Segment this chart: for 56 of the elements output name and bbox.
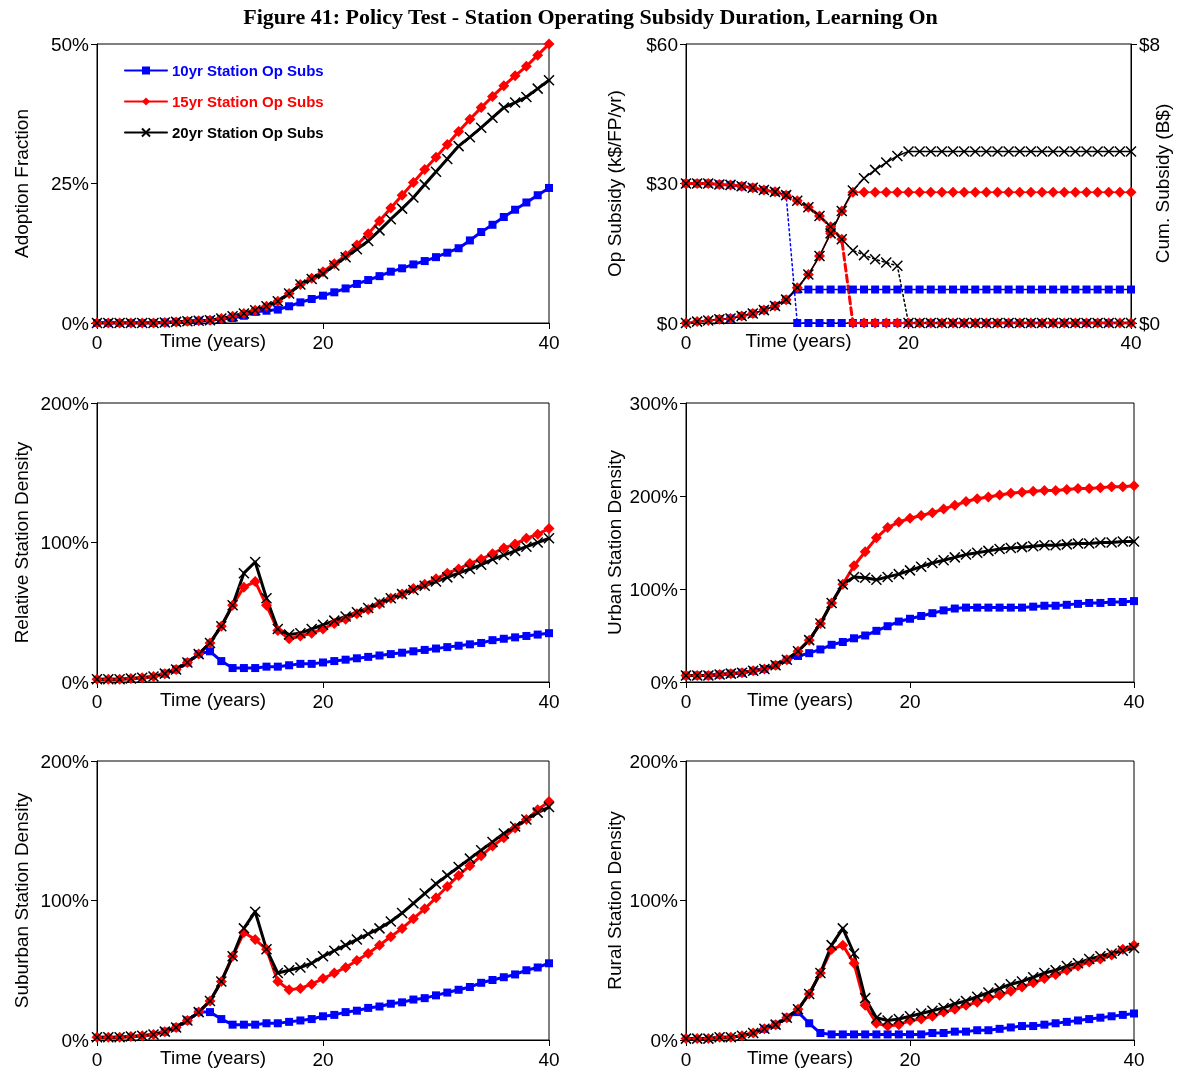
y-tick-label: $60 (646, 33, 678, 55)
chart-title: Figure 41: Policy Test - Station Operating Subsidy Duration, Learning On (242, 4, 939, 30)
y-tick-label: 100% (629, 890, 679, 911)
y-tick-label: 0% (650, 1029, 679, 1051)
x-tick-label: 40 (1120, 332, 1142, 353)
y2-tick-label: $0 (1139, 312, 1161, 334)
y-tick-label: 200% (629, 485, 679, 507)
legend-label: 20yr Station Op Subs (172, 124, 324, 141)
y-tick-label: 25% (50, 173, 90, 194)
y-tick-label: 200% (40, 392, 90, 414)
y-tick-label: 100% (629, 578, 679, 600)
x-axis-title: Time (years) (745, 330, 852, 351)
y-tick-label: 200% (40, 750, 90, 772)
x-tick-label: 20 (312, 1049, 334, 1070)
x-axis-title: Time (years) (160, 330, 266, 351)
y-tick-label: 100% (40, 890, 90, 911)
y-tick-label: 100% (40, 532, 90, 553)
legend-label: 15yr Station Op Subs (172, 93, 324, 110)
y-tick-label: 0% (61, 1029, 90, 1051)
x-tick-label: 40 (538, 1049, 560, 1070)
y-axis-title: Suburban Station Density (11, 792, 32, 1009)
x-axis-title: Time (years) (160, 1047, 266, 1068)
y-tick-label: 300% (629, 392, 679, 414)
y-axis-title: Op Subsidy (k$/FP/yr) (604, 90, 625, 277)
x-tick-label: 0 (680, 332, 692, 353)
x-tick-label: 40 (538, 332, 560, 353)
y-axis-title: Urban Station Density (604, 449, 625, 635)
y-axis-title: Adoption Fraction (11, 109, 32, 258)
y-tick-label: $30 (646, 173, 678, 194)
x-tick-label: 0 (680, 691, 692, 712)
y-tick-label: 0% (650, 671, 679, 693)
x-axis-title: Time (years) (747, 1047, 853, 1068)
y-tick-label: 50% (50, 33, 90, 55)
y2-tick-label: $8 (1139, 33, 1161, 55)
y2-axis-title: Cum. Subsidy (B$) (1152, 103, 1173, 264)
x-tick-label: 40 (1123, 691, 1145, 712)
y-tick-label: 0% (61, 671, 90, 693)
x-tick-label: 40 (538, 691, 560, 712)
x-tick-label: 0 (680, 1049, 692, 1070)
y-tick-label: 0% (61, 312, 90, 334)
x-axis-title: Time (years) (160, 689, 266, 710)
x-axis-title: Time (years) (747, 689, 853, 710)
y-tick-label: $0 (656, 312, 678, 334)
x-tick-label: 20 (899, 691, 921, 712)
x-tick-label: 20 (897, 332, 920, 353)
x-tick-label: 0 (91, 691, 103, 712)
x-tick-label: 40 (1123, 1049, 1145, 1070)
x-tick-label: 0 (91, 1049, 103, 1070)
y-axis-title: Relative Station Density (11, 441, 32, 644)
x-tick-label: 20 (312, 332, 334, 353)
x-tick-label: 20 (312, 691, 334, 712)
y-axis-title: Rural Station Density (604, 810, 625, 990)
y-tick-label: 200% (629, 750, 679, 772)
x-tick-label: 20 (899, 1049, 921, 1070)
x-tick-label: 0 (91, 332, 103, 353)
legend-label: 10yr Station Op Subs (172, 62, 324, 79)
